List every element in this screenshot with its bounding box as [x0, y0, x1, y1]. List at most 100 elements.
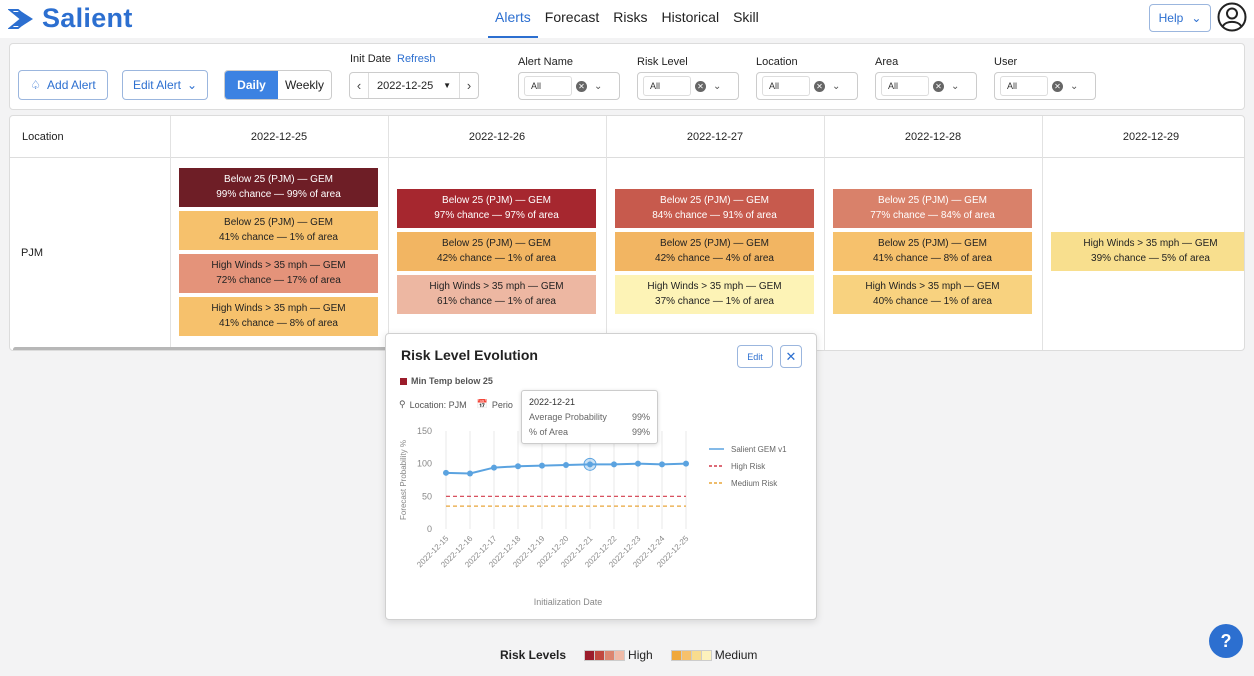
alert-title: Below 25 (PJM) — GEM	[660, 195, 769, 206]
weekly-toggle[interactable]: Weekly	[284, 78, 325, 92]
user-avatar-icon[interactable]	[1217, 2, 1247, 32]
horizontal-scrollbar[interactable]	[13, 347, 417, 350]
alert-card[interactable]: High Winds > 35 mph — GEM 37% chance — 1…	[615, 275, 814, 314]
alert-card[interactable]: High Winds > 35 mph — GEM 39% chance — 5…	[1051, 232, 1244, 271]
y-tick-label: 100	[417, 459, 432, 469]
column-divider	[388, 116, 389, 350]
legend-label: High Risk	[731, 462, 766, 471]
alert-title: Below 25 (PJM) — GEM	[224, 174, 333, 185]
alert-detail: 97% chance — 97% of area	[434, 210, 559, 221]
alert-detail: 41% chance — 1% of area	[219, 232, 338, 243]
nav-forecast[interactable]: Forecast	[544, 9, 600, 25]
edit-alert-label: Edit Alert	[132, 78, 181, 92]
risk-level-evolution-popup: Risk Level Evolution Edit ✕ Min Temp bel…	[385, 333, 817, 620]
close-icon[interactable]: ✕	[780, 345, 802, 368]
clear-icon[interactable]: ✕	[814, 80, 825, 92]
alert-card[interactable]: Below 25 (PJM) — GEM 42% chance — 1% of …	[397, 232, 596, 271]
location-label: Location	[756, 56, 798, 68]
alert-card[interactable]: Below 25 (PJM) — GEM 41% chance — 1% of …	[179, 211, 378, 250]
data-point	[635, 460, 641, 467]
filter-toolbar: ♤ Add Alert Edit Alert ⌄ Daily Weekly In…	[9, 43, 1245, 110]
chevron-down-icon: ⌄	[1070, 80, 1079, 92]
chevron-down-icon: ⌄	[713, 80, 722, 92]
area-chip: All	[881, 76, 929, 96]
alert-card[interactable]: High Winds > 35 mph — GEM 41% chance — 8…	[179, 297, 378, 336]
column-divider	[170, 116, 171, 350]
y-axis-label: Forecast Probability %	[399, 440, 408, 520]
nav-risks[interactable]: Risks	[613, 9, 648, 25]
alert-title: Below 25 (PJM) — GEM	[224, 217, 333, 228]
clear-icon[interactable]: ✕	[576, 80, 587, 92]
tooltip-avg-label: Average Probability	[529, 412, 607, 422]
alert-detail: 42% chance — 1% of area	[437, 253, 556, 264]
alert-title: Below 25 (PJM) — GEM	[442, 195, 551, 206]
alert-detail: 41% chance — 8% of area	[873, 253, 992, 264]
alert-detail: 84% chance — 91% of area	[652, 210, 777, 221]
refresh-link[interactable]: Refresh	[397, 53, 436, 65]
logo[interactable]: Salient	[8, 3, 133, 34]
nav-historical[interactable]: Historical	[661, 9, 720, 25]
popup-subtitle: Min Temp below 25	[400, 376, 493, 386]
popup-location: Location: PJM	[409, 399, 467, 410]
data-point	[515, 463, 521, 470]
alert-card[interactable]: Below 25 (PJM) — GEM 84% chance — 91% of…	[615, 189, 814, 228]
risk-level-label: Risk Level	[637, 56, 688, 68]
y-tick-label: 150	[417, 426, 432, 436]
user-label: User	[994, 56, 1018, 68]
tooltip-row: % of Area 99%	[529, 427, 650, 437]
alert-card[interactable]: High Winds > 35 mph — GEM 72% chance — 1…	[179, 254, 378, 293]
alert-detail: 41% chance — 8% of area	[219, 318, 338, 329]
alert-card[interactable]: Below 25 (PJM) — GEM 41% chance — 8% of …	[833, 232, 1032, 271]
clear-icon[interactable]: ✕	[695, 80, 706, 92]
alert-card[interactable]: Below 25 (PJM) — GEM 97% chance — 97% of…	[397, 189, 596, 228]
area-select[interactable]: All ✕ ⌄	[875, 72, 977, 100]
location-select[interactable]: All ✕ ⌄	[756, 72, 858, 100]
tooltip-area-value: 99%	[631, 427, 650, 437]
chevron-down-icon: ⌄	[186, 78, 198, 92]
bell-icon: ♤	[30, 78, 42, 92]
salient-logo-icon	[8, 8, 33, 29]
clear-icon[interactable]: ✕	[933, 80, 944, 92]
alert-card[interactable]: Below 25 (PJM) — GEM 42% chance — 4% of …	[615, 232, 814, 271]
data-point	[491, 464, 497, 471]
prev-date-arrow-icon[interactable]: ‹	[356, 78, 362, 93]
date-column-header: 2022-12-25	[250, 131, 308, 143]
alert-card[interactable]: High Winds > 35 mph — GEM 61% chance — 1…	[397, 275, 596, 314]
alert-card[interactable]: Below 25 (PJM) — GEM 77% chance — 84% of…	[833, 189, 1032, 228]
clear-icon[interactable]: ✕	[1052, 80, 1063, 92]
main-nav: Alerts Forecast Risks Historical Skill	[488, 0, 766, 38]
high-risk-swatch	[400, 377, 407, 385]
date-column-header: 2022-12-27	[686, 131, 744, 143]
nav-skill[interactable]: Skill	[733, 9, 759, 25]
help-button[interactable]: Help ⌄	[1149, 4, 1211, 32]
edit-alert-button[interactable]: Edit Alert ⌄	[122, 70, 208, 100]
daily-toggle[interactable]: Daily	[225, 71, 278, 99]
tooltip-avg-value: 99%	[631, 412, 650, 422]
legend-medium-label: Medium	[714, 648, 758, 662]
period-toggle: Daily Weekly	[224, 70, 332, 100]
table-header: Location 2022-12-25 2022-12-26 2022-12-2…	[10, 116, 1244, 158]
add-alert-label: Add Alert	[47, 78, 96, 92]
alert-card[interactable]: Below 25 (PJM) — GEM 99% chance — 99% of…	[179, 168, 378, 207]
help-label: Help	[1158, 11, 1184, 25]
row-location: PJM	[21, 247, 43, 259]
alert-card[interactable]: High Winds > 35 mph — GEM 40% chance — 1…	[833, 275, 1032, 314]
alert-detail: 77% chance — 84% of area	[870, 210, 995, 221]
next-date-arrow-icon[interactable]: ›	[466, 78, 472, 93]
risk-level-select[interactable]: All ✕ ⌄	[637, 72, 739, 100]
alert-title: High Winds > 35 mph — GEM	[429, 281, 564, 292]
nav-alerts[interactable]: Alerts	[488, 0, 538, 38]
legend-label: Medium Risk	[731, 479, 778, 488]
help-fab[interactable]: ?	[1209, 624, 1243, 658]
popup-edit-button[interactable]: Edit	[737, 345, 773, 368]
init-date-select[interactable]: 2022-12-25 ▼	[368, 73, 460, 98]
risk-levels-legend: Risk Levels High Medium	[500, 648, 757, 662]
add-alert-button[interactable]: ♤ Add Alert	[18, 70, 108, 100]
medium-risk-swatch	[700, 649, 712, 661]
user-select[interactable]: All ✕ ⌄	[994, 72, 1096, 100]
date-column-header: 2022-12-29	[1122, 131, 1180, 143]
column-divider	[824, 116, 825, 350]
legend-label: Salient GEM v1	[731, 445, 787, 454]
alert-name-select[interactable]: All ✕ ⌄	[518, 72, 620, 100]
